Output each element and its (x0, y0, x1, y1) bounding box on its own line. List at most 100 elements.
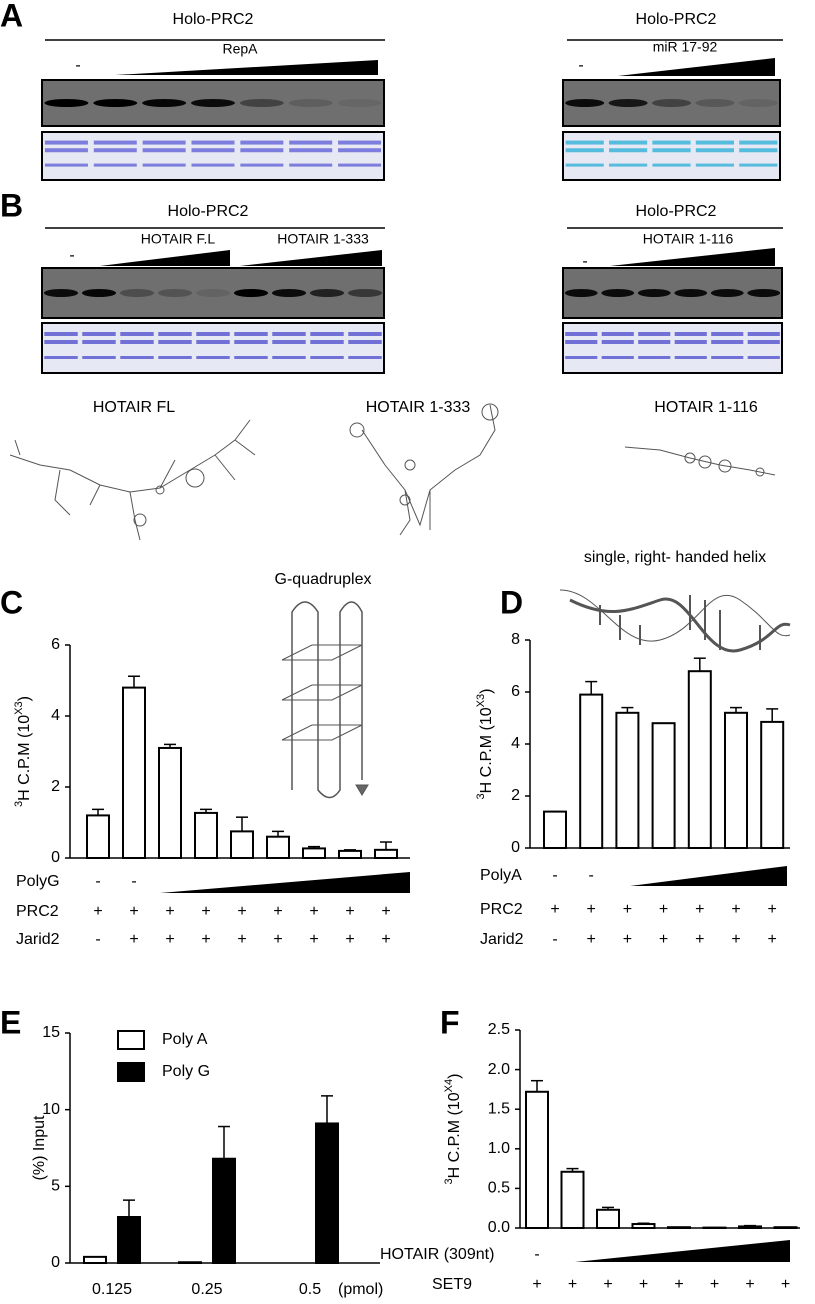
y-axis-label-part: 3 (443, 1178, 455, 1184)
stain-band (348, 340, 382, 344)
y-tick-label: 0 (511, 839, 520, 856)
y-axis-label-part: X3 (13, 701, 25, 714)
stain-band (711, 356, 744, 359)
structure-title: HOTAIR FL (93, 399, 175, 416)
structure-title: HOTAIR 1-116 (654, 399, 758, 416)
gel-title: Holo-PRC2 (168, 203, 249, 220)
condition-sign: + (345, 931, 354, 948)
stain-band (747, 340, 780, 344)
condition-sign: - (95, 873, 100, 890)
stain-band (289, 163, 333, 167)
gel-stain (562, 322, 783, 374)
condition-sign: + (201, 931, 210, 948)
gel-band (309, 289, 345, 297)
x-tick-label: 0.25 (191, 1281, 222, 1298)
stain-band (739, 148, 778, 153)
stain-band (695, 148, 734, 153)
stain-band (196, 340, 230, 344)
condition-sign: + (273, 931, 282, 948)
gradient-triangle (240, 250, 382, 266)
stain-band (82, 340, 116, 344)
bar (158, 746, 182, 860)
rna-structure (9, 403, 776, 541)
stain-band (711, 340, 744, 344)
stain-band (310, 356, 344, 359)
condition-sign: + (674, 1276, 683, 1293)
bar (230, 830, 254, 859)
stain-band (93, 163, 137, 167)
condition-sign: + (603, 1276, 612, 1293)
bar (122, 686, 146, 859)
x-axis-label: (pmol) (338, 1281, 383, 1298)
y-tick-label: 10 (42, 1101, 60, 1118)
gel-control: - (578, 57, 583, 74)
stain-band (739, 163, 778, 167)
stain-band (289, 148, 333, 153)
y-axis-label-part: H C.P.M (10 (16, 715, 33, 801)
y-axis-label: 3H C.P.M (10X4) (443, 1074, 463, 1185)
condition-sign: + (532, 1276, 541, 1293)
stain-band (82, 356, 116, 359)
gel-label: HOTAIR 1-333 (277, 231, 369, 247)
y-tick-label: 8 (511, 631, 520, 648)
condition-sign: + (587, 931, 596, 948)
stain-band (338, 140, 382, 145)
stain-band (609, 148, 648, 153)
condition-label: Jarid2 (480, 931, 524, 948)
legend-label: Poly G (162, 1063, 210, 1080)
gel-band (142, 99, 187, 107)
condition-sign: + (587, 901, 596, 918)
panel-label: A (0, 0, 23, 33)
condition-sign: + (731, 901, 740, 918)
annotation: G-quadruplex (275, 571, 372, 588)
stain-band (44, 148, 88, 153)
condition-sign: + (623, 901, 632, 918)
y-tick-label: 4 (51, 707, 60, 724)
condition-sign: + (768, 931, 777, 948)
panel-label: B (0, 187, 23, 223)
g-quadruplex-drawing (281, 601, 369, 799)
condition-sign: - (552, 867, 557, 884)
gel-title: Holo-PRC2 (636, 11, 717, 28)
stain-band (310, 332, 344, 336)
gel-band (637, 289, 671, 297)
bar (266, 835, 290, 860)
bar (738, 1225, 762, 1230)
chart: 0 2 4 6 3H C.P.M (10X3) G-quadruplex PolyG - - PR… (13, 571, 410, 948)
stain-band (338, 148, 382, 153)
gradient-triangle (630, 866, 787, 886)
y-tick-label: 6 (511, 683, 520, 700)
gel-control: - (75, 57, 80, 74)
gradient-triangle (618, 58, 775, 76)
stain-band (191, 163, 235, 167)
y-tick-label: 0 (51, 849, 60, 866)
y-tick-label: 0 (51, 1254, 60, 1271)
gel-band (738, 99, 778, 107)
bar (631, 1223, 656, 1230)
bar (83, 1255, 107, 1265)
gel-band (43, 289, 79, 297)
bar (374, 848, 398, 860)
condition-sign: + (659, 931, 668, 948)
gradient-triangle (100, 250, 230, 266)
annotation: single, right- handed helix (584, 549, 766, 566)
condition-label: PRC2 (16, 903, 59, 920)
y-tick-label: 2.5 (488, 1021, 510, 1038)
y-axis-label: 3H C.P.M (10X3) (13, 696, 33, 807)
bar (338, 849, 362, 860)
gel-label: RepA (222, 41, 258, 57)
gradient-triangle (160, 872, 410, 893)
condition-label: PRC2 (480, 901, 523, 918)
condition-label: PolyG (16, 873, 60, 890)
condition-sign: - (552, 931, 557, 948)
stain-band (652, 140, 691, 145)
stain-band (191, 140, 235, 145)
stain-band (289, 140, 333, 145)
condition-sign: + (710, 1276, 719, 1293)
gel-band (81, 289, 117, 297)
condition-sign: + (381, 931, 390, 948)
stain-band (348, 332, 382, 336)
gel-band (337, 99, 382, 107)
gel-label: HOTAIR F.L (141, 231, 216, 247)
